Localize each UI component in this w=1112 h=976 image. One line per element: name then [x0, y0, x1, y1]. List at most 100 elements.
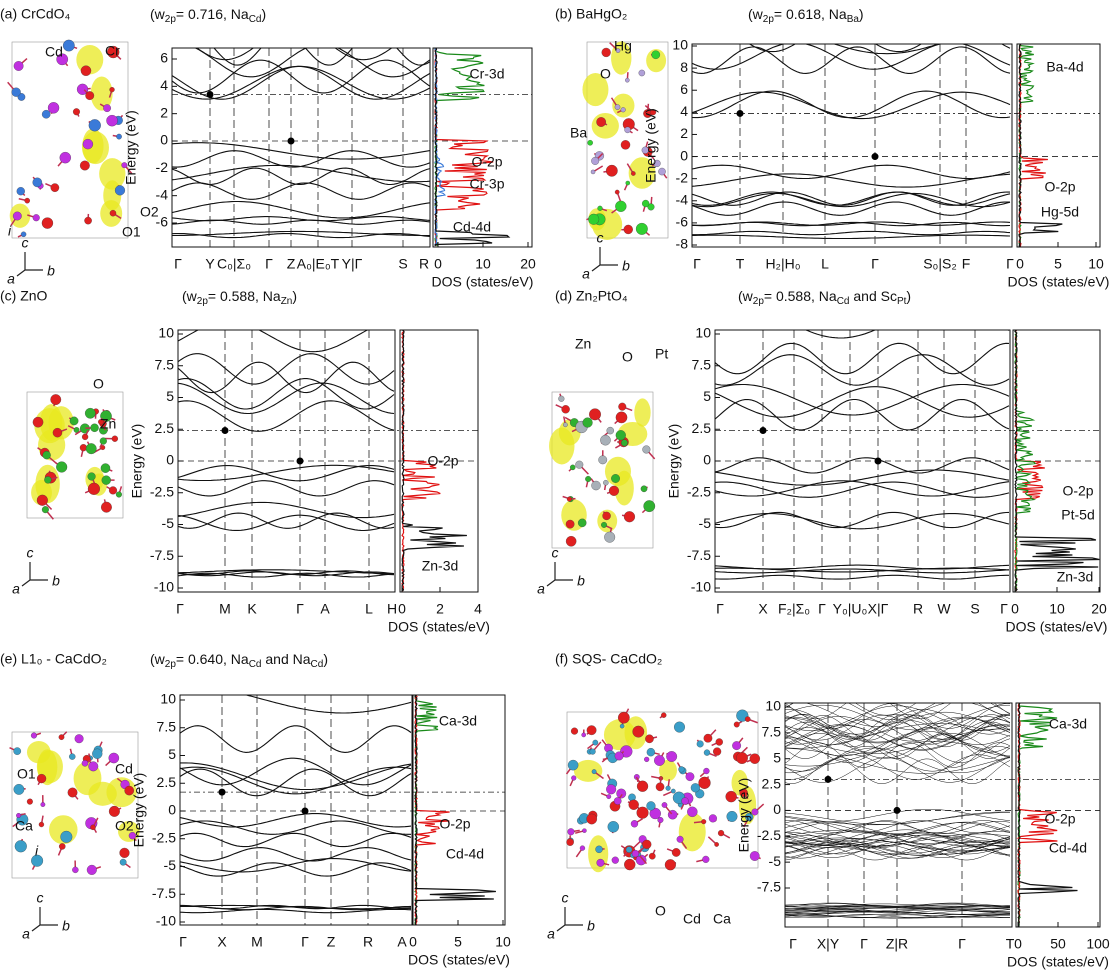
axis-arrows [22, 562, 48, 586]
band-line [715, 458, 1009, 473]
k-label: M [251, 934, 263, 950]
band-line [715, 387, 1009, 418]
isosurface [588, 835, 608, 872]
band-line [180, 763, 411, 790]
atom [100, 438, 107, 445]
y-tick-label: 2.5 [157, 774, 177, 790]
dos-label: O-2p [1044, 179, 1075, 195]
subtitle-part: (w [150, 651, 166, 667]
atom [598, 456, 606, 464]
subscript: Zn [281, 296, 293, 307]
y-tick-label: -6 [676, 214, 689, 230]
atom [14, 61, 24, 71]
atom [73, 108, 80, 115]
k-label: A [397, 934, 407, 950]
axis-letter: a [537, 581, 545, 597]
atom [658, 817, 664, 823]
dos-label: Hg-5d [1041, 204, 1079, 220]
atom [562, 405, 570, 413]
x-axis-label: DOS (states/eV) [432, 274, 534, 290]
y-tick-label: -8 [676, 236, 689, 252]
band-line [785, 820, 1010, 832]
k-label: M [219, 601, 231, 617]
k-label: Γ [716, 601, 724, 617]
atom [87, 865, 97, 875]
dos-curves [1015, 330, 1099, 591]
atom [703, 768, 709, 774]
atom [618, 403, 626, 411]
panel-subtitle: (w2p= 0.588, NaZn) [182, 288, 297, 307]
band-line [172, 151, 430, 167]
atom [570, 465, 575, 470]
atom [601, 522, 607, 528]
y-tick-label: -10 [156, 913, 176, 929]
k-label: Z [287, 256, 296, 272]
dos-label: O-2p [427, 453, 458, 469]
k-label: L [365, 601, 373, 617]
y-tick-label: 7.5 [157, 718, 177, 734]
cbm-dot [760, 427, 767, 434]
atom [15, 840, 27, 852]
vbm-dot [875, 458, 882, 465]
x-tick-label: 50 [1050, 936, 1066, 952]
dos-curve [415, 695, 438, 925]
y-tick-label: 10 [158, 325, 174, 341]
subtitle-part: (w [738, 288, 754, 304]
atom [115, 185, 125, 195]
k-label: Γ [1006, 256, 1014, 272]
y-tick-label: -7.5 [757, 879, 781, 895]
atom [42, 110, 50, 118]
band-line [785, 820, 1010, 832]
atom [662, 802, 667, 807]
atom [12, 88, 21, 97]
band-line [715, 482, 1009, 497]
x-tick-label: 0 [434, 256, 442, 272]
y-axis-label: Energy (eV) [129, 424, 145, 499]
atom [637, 807, 649, 819]
x-tick-label: 5 [1054, 256, 1062, 272]
subscript: 2p [197, 296, 209, 307]
k-label: Γ [958, 936, 966, 952]
k-label: X|Y [817, 936, 840, 952]
bands [785, 690, 1010, 918]
atom [13, 212, 22, 221]
y-tick-label: -5 [164, 857, 177, 873]
y-tick-label: -6 [156, 214, 169, 230]
atom-label: Cd [45, 44, 63, 60]
y-tick-label: 2.5 [155, 420, 175, 436]
atom [587, 725, 596, 734]
axis-letter: b [622, 258, 630, 274]
panel-title: (a) CrCdO₄ [0, 6, 71, 22]
atom [43, 451, 51, 459]
atom [88, 483, 100, 495]
panel-title: (d) Zn₂PtO₄ [555, 288, 628, 304]
atom [582, 733, 586, 737]
y-tick-label: 0 [680, 147, 688, 163]
panel-title: (c) ZnO [0, 288, 48, 304]
y-tick-label: -2 [156, 159, 169, 175]
y-tick-label: 4 [160, 77, 168, 93]
y-tick-label: 2.5 [762, 775, 782, 791]
vbm-dot [894, 807, 901, 814]
atom [590, 749, 596, 755]
atom-label: O1 [122, 224, 141, 240]
atom [616, 430, 626, 440]
k-label: Γ [789, 936, 797, 952]
atom-label: O [655, 903, 666, 919]
atom [621, 440, 627, 446]
band-line [172, 27, 430, 60]
atom [85, 91, 94, 100]
atom [752, 809, 759, 816]
atom [61, 831, 73, 843]
atom [625, 78, 629, 82]
atom [39, 822, 44, 827]
dos-label: Pt-5d [1061, 507, 1094, 523]
vbm-dot [288, 138, 295, 145]
x-axis-label: DOS (states/eV) [1006, 619, 1108, 635]
x-tick-label: 20 [1091, 601, 1107, 617]
y-tick-label: -2 [676, 169, 689, 185]
y-tick-label: -7.5 [152, 885, 176, 901]
y-tick-label: 10 [765, 698, 781, 714]
subtitle-part: and Sc [849, 288, 896, 304]
atom [624, 511, 635, 522]
